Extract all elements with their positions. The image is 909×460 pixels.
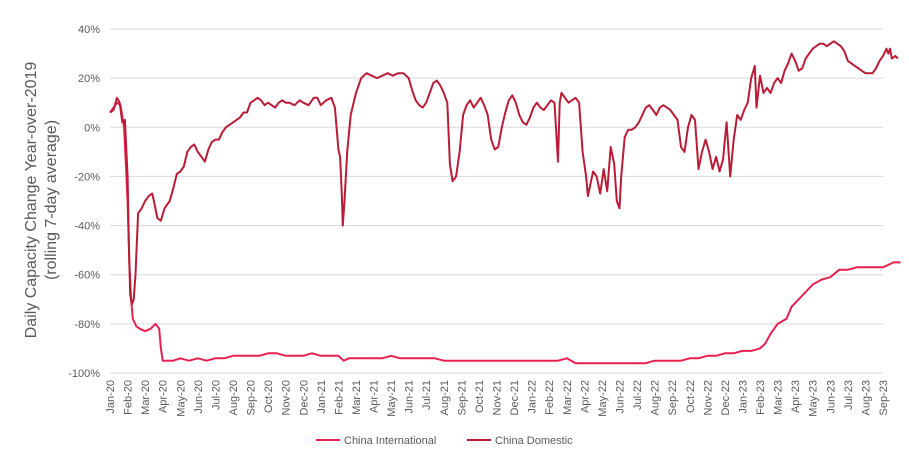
y-tick-label: 0% bbox=[84, 122, 100, 134]
x-tick-label: Sep-20 bbox=[246, 380, 258, 415]
x-tick-label: Aug-20 bbox=[228, 380, 240, 415]
x-tick-label: Nov-20 bbox=[281, 380, 293, 415]
x-tick-label: Aug-23 bbox=[860, 380, 872, 415]
series-line-china-domestic bbox=[109, 40, 899, 306]
x-tick-label: Mar-23 bbox=[773, 380, 785, 415]
x-tick-label: Apr-20 bbox=[158, 380, 170, 413]
y-tick-label: -60% bbox=[74, 270, 100, 282]
x-tick-label: Dec-21 bbox=[509, 380, 521, 415]
series-lines bbox=[109, 40, 901, 365]
x-tick-label: Oct-20 bbox=[263, 380, 275, 413]
x-tick-label: Sep-21 bbox=[456, 380, 468, 415]
x-tick-label: Mar-21 bbox=[351, 380, 363, 415]
x-tick-label: May-23 bbox=[808, 380, 820, 417]
legend-label-china-domestic: China Domestic bbox=[495, 435, 573, 447]
x-tick-label: Apr-23 bbox=[790, 380, 802, 413]
x-tick-label: Nov-22 bbox=[702, 380, 714, 415]
x-tick-label: Aug-21 bbox=[439, 380, 451, 415]
x-tick-label: Feb-22 bbox=[544, 380, 556, 415]
x-tick-label: Jun-20 bbox=[193, 380, 205, 414]
y-tick-label: -40% bbox=[74, 221, 100, 233]
x-tick-label: Sep-23 bbox=[878, 380, 890, 415]
x-tick-label: Feb-21 bbox=[333, 380, 345, 415]
x-tick-label: Jun-21 bbox=[404, 380, 416, 414]
y-axis-title-line2: (rolling 7-day average) bbox=[43, 120, 60, 280]
x-tick-label: May-21 bbox=[386, 380, 398, 417]
x-tick-label: Feb-23 bbox=[755, 380, 767, 415]
y-tick-label: 20% bbox=[78, 73, 100, 85]
y-tick-label: -80% bbox=[74, 319, 100, 331]
x-tick-label: Jun-22 bbox=[614, 380, 626, 414]
x-tick-label: Jul-23 bbox=[843, 380, 855, 410]
x-tick-label: Jul-21 bbox=[421, 380, 433, 410]
x-tick-label: Aug-22 bbox=[650, 380, 662, 415]
x-tick-label: May-20 bbox=[175, 380, 187, 417]
x-tick-label: Nov-21 bbox=[492, 380, 504, 415]
y-tick-label: 40% bbox=[78, 24, 100, 36]
x-tick-label: Jan-23 bbox=[737, 380, 749, 414]
x-tick-label: Feb-20 bbox=[123, 380, 135, 415]
series-line-china-international bbox=[109, 101, 901, 365]
y-tick-label: -100% bbox=[68, 368, 100, 380]
x-tick-label: Jul-20 bbox=[210, 380, 222, 410]
x-tick-label: Dec-22 bbox=[720, 380, 732, 415]
x-tick-label: Dec-20 bbox=[298, 380, 310, 415]
gridlines bbox=[110, 28, 883, 374]
x-tick-labels: Jan-20 Feb-20 Mar-20 Apr-20 May-20 Jun-20 Jul-… bbox=[105, 380, 890, 417]
x-tick-label: Jul-22 bbox=[632, 380, 644, 410]
x-tick-label: May-22 bbox=[597, 380, 609, 417]
x-tick-label: Mar-22 bbox=[562, 380, 574, 415]
y-tick-label: -20% bbox=[74, 171, 100, 183]
y-axis-title-line1: Daily Capacity Change Year-over-2019 bbox=[23, 62, 40, 339]
y-tick-labels: -100% -80% -60% -40% -20% 0% 20% 40% bbox=[68, 24, 100, 380]
x-tick-label: Mar-20 bbox=[140, 380, 152, 415]
x-tick-label: Jan-22 bbox=[527, 380, 539, 414]
x-tick-label: Jan-21 bbox=[316, 380, 328, 414]
x-tick-label: Jun-23 bbox=[825, 380, 837, 414]
legend: China International China Domestic bbox=[316, 435, 573, 447]
x-tick-label: Oct-22 bbox=[685, 380, 697, 413]
x-tick-label: Oct-21 bbox=[474, 380, 486, 413]
x-tick-label: Apr-21 bbox=[369, 380, 381, 413]
x-tick-label: Jan-20 bbox=[105, 380, 117, 414]
x-tick-label: Apr-22 bbox=[579, 380, 591, 413]
x-tick-label: Sep-22 bbox=[667, 380, 679, 415]
legend-label-china-international: China International bbox=[344, 435, 436, 447]
